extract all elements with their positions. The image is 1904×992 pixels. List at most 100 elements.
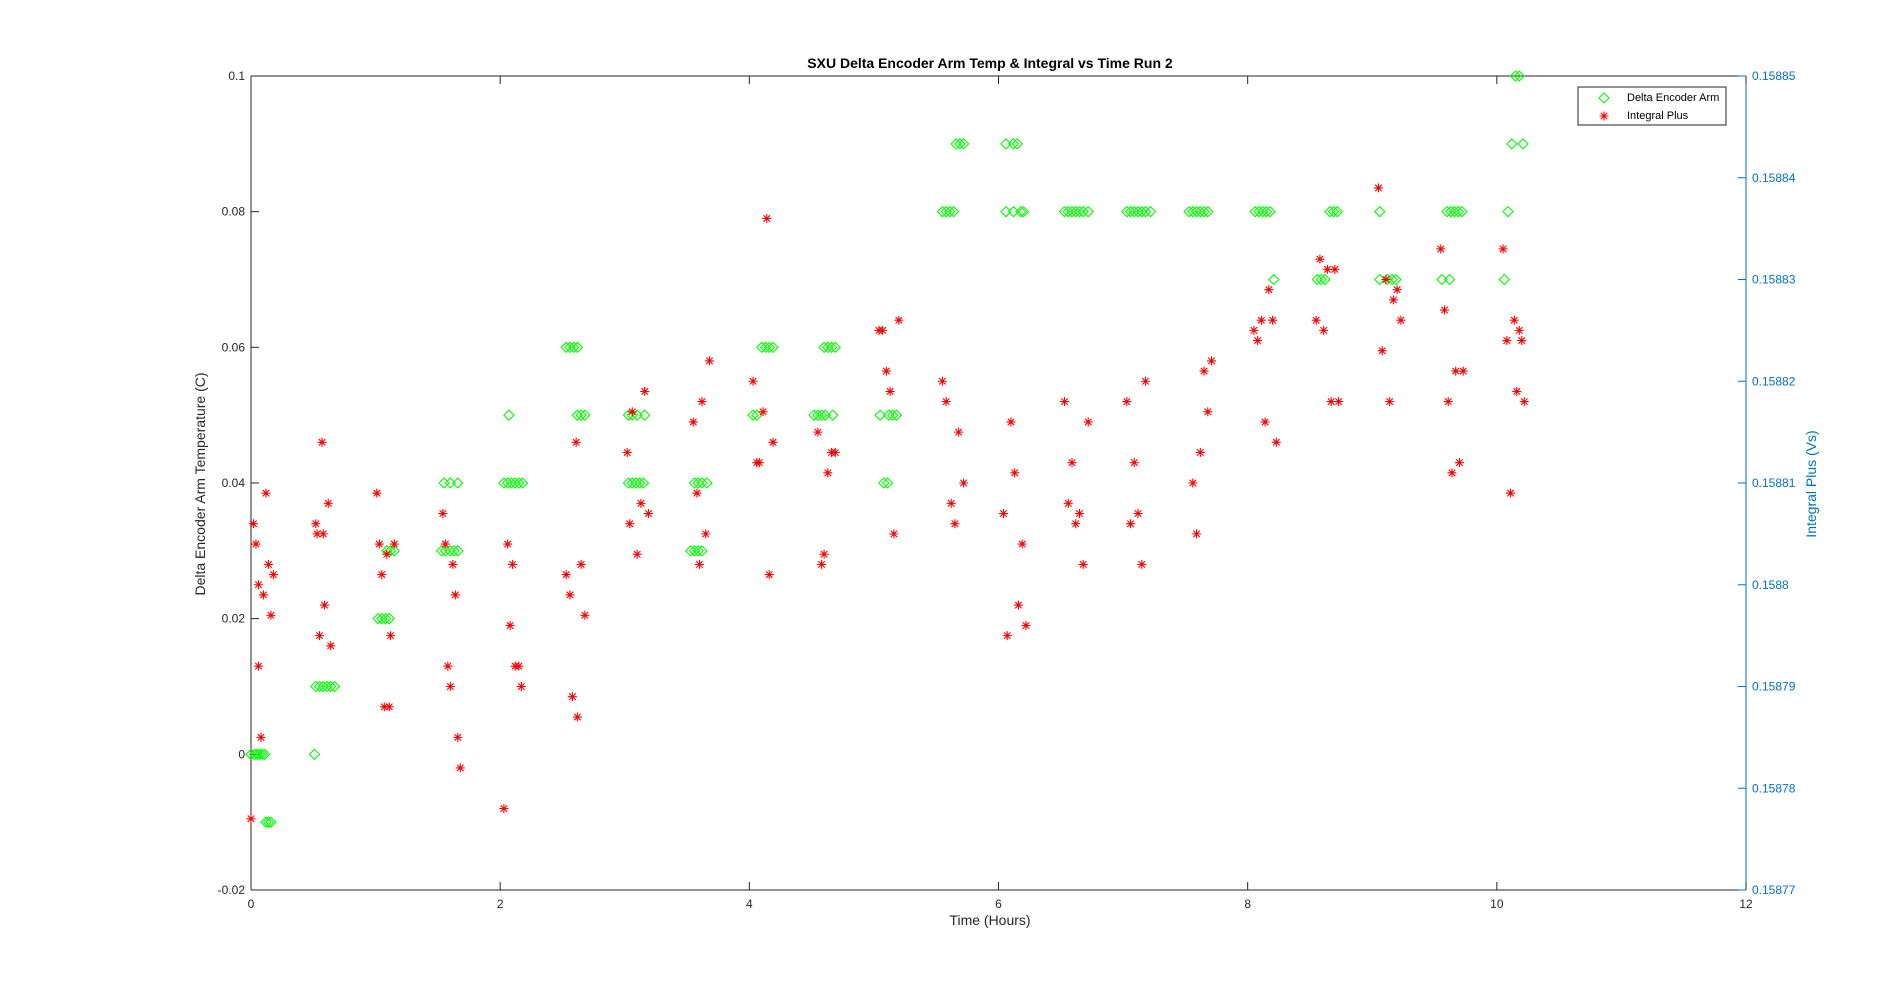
arm-data-point <box>747 409 759 421</box>
integral-data-point <box>251 539 261 549</box>
integral-data-point <box>453 732 463 742</box>
x-tick-label: 10 <box>1490 897 1504 911</box>
integral-data-point <box>1517 336 1527 346</box>
arm-data-point <box>372 612 384 625</box>
integral-data-point <box>998 509 1008 519</box>
arm-data-point <box>883 409 895 421</box>
arm-data-point <box>248 748 261 761</box>
x-tick-label: 0 <box>248 897 255 911</box>
x-tick-label: 8 <box>1244 897 1251 911</box>
integral-data-point <box>813 427 823 437</box>
arm-data-point <box>1011 138 1023 150</box>
arm-data-point <box>815 409 828 421</box>
integral-data-point <box>954 427 964 437</box>
arm-data-point <box>1183 205 1195 218</box>
integral-data-point <box>819 549 829 559</box>
integral-data-point <box>697 397 707 407</box>
integral-data-point <box>830 447 840 457</box>
arm-data-point <box>1000 138 1012 150</box>
arm-data-point <box>1128 205 1141 218</box>
arm-data-point <box>1324 205 1336 218</box>
arm-data-point <box>253 748 266 761</box>
integral-data-point <box>450 590 460 600</box>
arm-data-point <box>940 205 952 218</box>
integral-data-point <box>1192 529 1202 539</box>
integral-data-point <box>1315 254 1325 264</box>
integral-data-point <box>1013 600 1023 610</box>
integral-data-point <box>1506 488 1516 498</box>
integral-data-point <box>695 559 704 569</box>
integral-data-point <box>950 519 960 529</box>
integral-data-point <box>959 478 969 488</box>
arm-data-point <box>505 477 518 489</box>
integral-data-point <box>632 549 642 559</box>
arm-data-point <box>1319 273 1331 286</box>
arm-data-point <box>936 205 949 218</box>
arm-data-point <box>579 409 591 421</box>
arm-data-point <box>701 477 713 489</box>
arm-data-point <box>439 545 452 557</box>
chart-title: SXU Delta Encoder Arm Temp & Integral vs… <box>807 55 1173 71</box>
integral-data-point <box>258 590 268 600</box>
arm-data-point <box>1256 205 1269 218</box>
arm-data-point <box>685 545 697 557</box>
arm-data-point <box>756 341 768 354</box>
integral-data-point <box>516 682 526 691</box>
y-tick-label: 0.04 <box>222 476 246 490</box>
integral-data-point <box>440 539 450 549</box>
arm-data-point <box>829 341 842 354</box>
arm-data-point <box>435 545 448 557</box>
integral-data-point <box>1207 356 1217 366</box>
integral-data-point <box>1322 264 1332 274</box>
integral-data-point <box>701 529 711 539</box>
arm-data-point <box>1082 205 1094 218</box>
arm-data-point <box>1452 205 1464 218</box>
arm-data-point <box>1058 205 1071 218</box>
arm-data-point <box>808 409 820 421</box>
integral-data-point <box>1188 478 1198 488</box>
arm-data-point <box>1264 205 1276 218</box>
integral-data-point <box>1133 509 1143 519</box>
integral-data-point <box>1002 631 1012 641</box>
legend-label-integral-plus: Integral Plus <box>1627 110 1689 122</box>
arm-data-point <box>1517 138 1529 150</box>
arm-data-point <box>567 341 580 354</box>
integral-data-point <box>625 519 635 529</box>
arm-data-point <box>260 816 272 828</box>
legend-asterisk-marker <box>1599 111 1609 121</box>
integral-data-point <box>1256 315 1266 325</box>
integral-data-point <box>499 804 509 814</box>
integral-data-point <box>764 570 774 580</box>
arm-data-point <box>388 545 401 557</box>
integral-data-point <box>438 509 448 519</box>
arm-data-point <box>448 545 460 557</box>
integral-data-point <box>263 559 273 569</box>
arm-data-point <box>1373 273 1386 286</box>
arm-data-point <box>944 205 956 218</box>
arm-data-point <box>251 748 264 761</box>
plot-layer: 0 2 4 6 8 10 12-0.0200.020.040.060.080.10.1587… <box>218 69 1796 911</box>
arm-data-point <box>819 409 832 421</box>
arm-data-point <box>379 612 392 625</box>
integral-data-point <box>1447 468 1457 478</box>
integral-data-point <box>266 610 276 620</box>
arm-data-point <box>1017 205 1030 218</box>
integral-data-point <box>1381 275 1391 284</box>
integral-data-point <box>1498 244 1508 254</box>
y2-tick-label: 0.15878 <box>1752 781 1796 795</box>
arm-data-point <box>384 545 397 557</box>
integral-data-point <box>1010 468 1020 478</box>
arm-data-point <box>1194 205 1207 218</box>
integral-data-point <box>622 447 632 457</box>
legend-box <box>1577 86 1727 126</box>
integral-data-point <box>1074 509 1084 519</box>
arm-data-point <box>1311 273 1324 286</box>
integral-data-point <box>1330 264 1340 274</box>
arm-data-point <box>501 477 514 489</box>
integral-data-point <box>1443 397 1453 407</box>
integral-data-point <box>1260 417 1270 427</box>
y-tick-label: 0.08 <box>222 205 246 219</box>
integral-data-point <box>443 661 453 671</box>
arm-data-point <box>310 680 322 693</box>
integral-data-point <box>636 498 646 508</box>
